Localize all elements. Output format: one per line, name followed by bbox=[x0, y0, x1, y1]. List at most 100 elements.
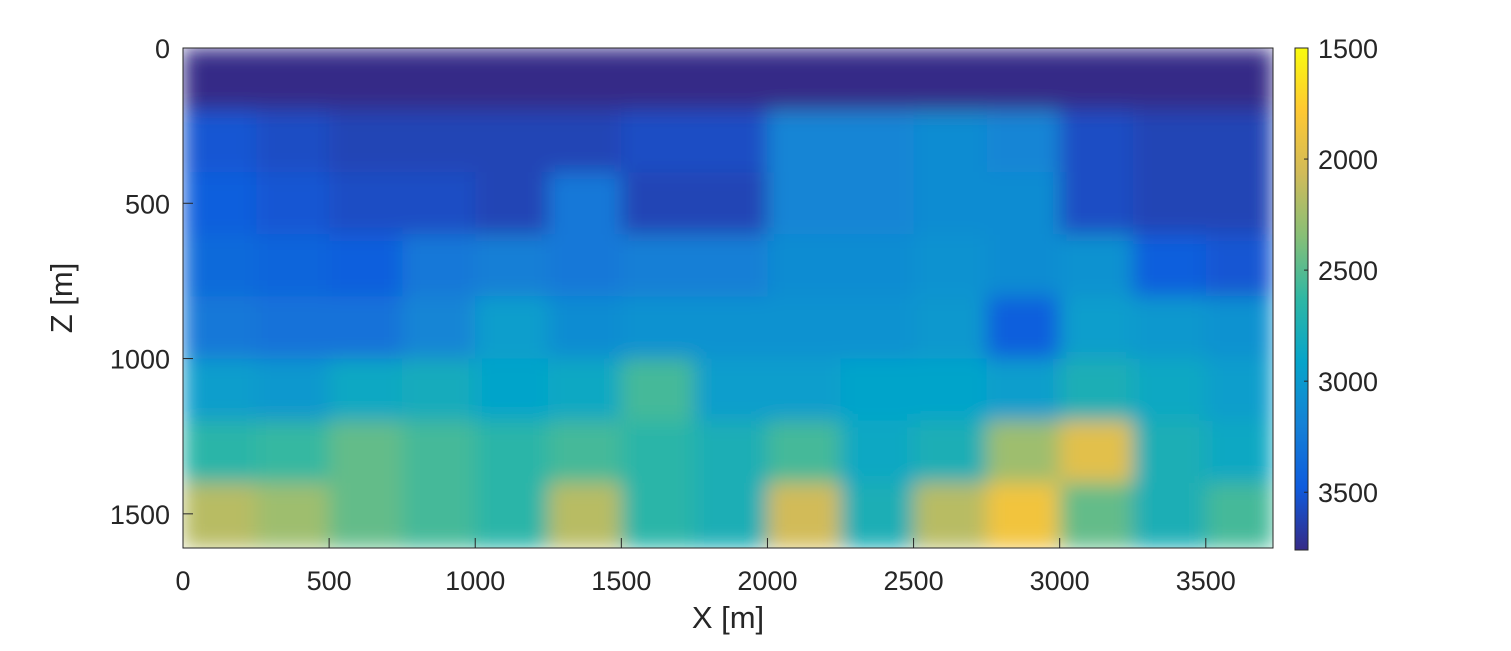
x-tick-label: 1000 bbox=[445, 566, 505, 596]
heatmap-cell bbox=[183, 234, 257, 297]
y-tick-label: 0 bbox=[155, 34, 170, 64]
heatmap-cell bbox=[1059, 172, 1134, 235]
heatmap-cell bbox=[840, 48, 915, 111]
heatmap-cell bbox=[621, 358, 695, 422]
x-tick-label: 1500 bbox=[591, 566, 651, 596]
heatmap-cell bbox=[256, 420, 330, 484]
heatmap-cell bbox=[1205, 110, 1273, 173]
heatmap-cell bbox=[402, 172, 476, 235]
heatmap-cell bbox=[767, 482, 842, 548]
heatmap-cell bbox=[986, 482, 1061, 548]
heatmap-cell bbox=[402, 48, 476, 111]
y-tick-label: 500 bbox=[125, 189, 170, 219]
heatmap-cell bbox=[183, 172, 257, 235]
heatmap-cell bbox=[402, 234, 476, 297]
heatmap-cell bbox=[1132, 234, 1207, 297]
heatmap-cell bbox=[329, 172, 403, 235]
heatmap-cell bbox=[1059, 420, 1134, 484]
heatmap-cell bbox=[840, 110, 915, 173]
heatmap-cell bbox=[621, 234, 695, 297]
heatmap-cell bbox=[548, 420, 622, 484]
heatmap-cell bbox=[548, 110, 622, 173]
heatmap-cell bbox=[767, 48, 842, 111]
heatmap-cell bbox=[475, 110, 549, 173]
heatmap-cell bbox=[329, 48, 403, 111]
heatmap-cell bbox=[913, 234, 988, 297]
heatmap-cell bbox=[913, 110, 988, 173]
heatmap-cell bbox=[402, 420, 476, 484]
heatmap-cell bbox=[548, 234, 622, 297]
heatmap-cell bbox=[183, 48, 257, 111]
heatmap-cell bbox=[1205, 172, 1273, 235]
heatmap-cell bbox=[1132, 48, 1207, 111]
y-axis-label: Z [m] bbox=[44, 263, 79, 334]
heatmap-cell bbox=[1059, 296, 1134, 360]
colorbar-tick-label: 3500 bbox=[1318, 478, 1378, 508]
heatmap-cell bbox=[329, 110, 403, 173]
heatmap-cell bbox=[183, 482, 257, 548]
heatmap-cell bbox=[1132, 358, 1207, 422]
heatmap-cell bbox=[986, 296, 1061, 360]
heatmap-cell bbox=[1132, 296, 1207, 360]
heatmap-cell bbox=[329, 482, 403, 548]
heatmap-cell bbox=[256, 48, 330, 111]
heatmap-cell bbox=[183, 420, 257, 484]
plot-frame bbox=[182, 47, 1274, 549]
heatmap-cell bbox=[548, 358, 622, 422]
heatmap-cell bbox=[913, 358, 988, 422]
heatmap-cell bbox=[475, 234, 549, 297]
heatmap-cell bbox=[1059, 110, 1134, 173]
x-axis-label: X [m] bbox=[692, 600, 764, 635]
heatmap-cell bbox=[913, 482, 988, 548]
heatmap-cell bbox=[621, 296, 695, 360]
heatmap-cell bbox=[840, 172, 915, 235]
x-tick-label: 3000 bbox=[1030, 566, 1090, 596]
heatmap-cell bbox=[767, 110, 842, 173]
heatmap-cell bbox=[694, 234, 768, 297]
heatmap-cell bbox=[694, 48, 768, 111]
heatmap-cell bbox=[1205, 482, 1273, 548]
heatmap-cell bbox=[694, 296, 768, 360]
heatmap-cell bbox=[767, 420, 842, 484]
heatmap-cell bbox=[475, 296, 549, 360]
heatmap-cell bbox=[1132, 172, 1207, 235]
x-tick-label: 500 bbox=[307, 566, 352, 596]
heatmap-cell bbox=[694, 358, 768, 422]
heatmap-cell bbox=[694, 110, 768, 173]
heatmap-cell bbox=[913, 48, 988, 111]
heatmap-cell bbox=[840, 296, 915, 360]
heatmap-cell bbox=[767, 296, 842, 360]
y-tick-label: 1000 bbox=[110, 345, 170, 375]
heatmap-cell bbox=[402, 110, 476, 173]
heatmap-cell bbox=[475, 358, 549, 422]
heatmap-cell bbox=[1059, 358, 1134, 422]
heatmap-cell bbox=[1205, 48, 1273, 111]
heatmap-cell bbox=[1205, 358, 1273, 422]
colorbar-tick-label: 1500 bbox=[1318, 34, 1378, 64]
x-tick-label: 2500 bbox=[884, 566, 944, 596]
heatmap-cell bbox=[1059, 482, 1134, 548]
heatmap-cell bbox=[548, 48, 622, 111]
heatmap-cell bbox=[1059, 48, 1134, 111]
heatmap-cell bbox=[548, 296, 622, 360]
heatmap-cell bbox=[548, 172, 622, 235]
heatmap-cell bbox=[402, 358, 476, 422]
colorbar-tick-label: 3000 bbox=[1318, 367, 1378, 397]
heatmap-cell bbox=[621, 172, 695, 235]
heatmap-cell bbox=[986, 420, 1061, 484]
heatmap-cell bbox=[621, 482, 695, 548]
heatmap bbox=[183, 48, 1273, 548]
heatmap-cell bbox=[475, 420, 549, 484]
heatmap-cell bbox=[183, 110, 257, 173]
heatmap-cell bbox=[621, 110, 695, 173]
heatmap-cell bbox=[1205, 234, 1273, 297]
heatmap-cell bbox=[986, 110, 1061, 173]
heatmap-cell bbox=[256, 172, 330, 235]
heatmap-cell bbox=[1132, 420, 1207, 484]
heatmap-cell bbox=[913, 172, 988, 235]
heatmap-cell bbox=[256, 358, 330, 422]
heatmap-cell bbox=[329, 420, 403, 484]
heatmap-cell bbox=[402, 296, 476, 360]
colorbar bbox=[1294, 47, 1309, 551]
heatmap-cell bbox=[475, 172, 549, 235]
